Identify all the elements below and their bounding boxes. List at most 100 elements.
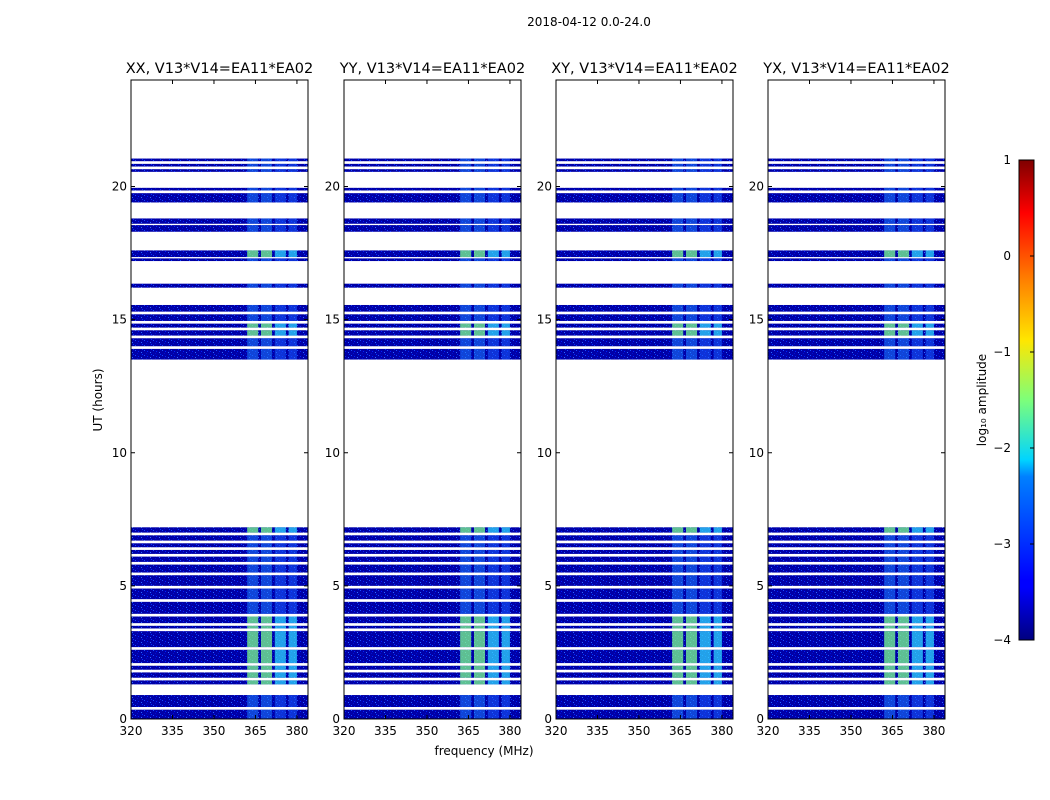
bright-channel-mark: [501, 616, 510, 624]
bright-channel-mark: [925, 323, 934, 328]
x-tick-label: 335: [374, 724, 397, 738]
bright-channel-mark: [487, 680, 499, 685]
bright-channel-mark: [685, 283, 698, 288]
data-band: [344, 187, 521, 191]
bright-channel-mark: [460, 527, 472, 533]
bright-channel-mark: [473, 225, 486, 232]
bright-channel-mark: [699, 625, 711, 629]
colorbar-tick-label: 0: [1003, 249, 1011, 263]
bright-channel-mark: [685, 601, 698, 614]
data-band: [768, 709, 945, 719]
bright-channel-mark: [672, 616, 684, 624]
bright-channel-mark: [911, 535, 923, 541]
bright-channel-mark: [925, 649, 934, 664]
data-band: [131, 193, 308, 203]
bright-channel-mark: [460, 549, 472, 554]
data-band: [344, 680, 521, 685]
bright-channel-mark: [897, 631, 910, 648]
bright-channel-mark: [247, 158, 259, 162]
bright-channel-mark: [897, 564, 910, 573]
bright-channel-mark: [274, 543, 286, 548]
plot-frame: [130, 79, 309, 720]
bright-channel-mark: [925, 193, 934, 203]
bright-channel-mark: [713, 543, 722, 548]
bright-channel-mark: [288, 709, 297, 719]
bright-channel-mark: [260, 193, 273, 203]
bright-channel-mark: [274, 535, 286, 541]
bright-channel-mark: [260, 338, 273, 347]
bright-channel-mark: [487, 163, 499, 167]
bright-channel-mark: [288, 158, 297, 162]
bright-channel-mark: [473, 575, 486, 586]
bright-channel-mark: [672, 158, 684, 162]
x-tick-label: 350: [203, 724, 226, 738]
bright-channel-mark: [713, 556, 722, 562]
data-band: [768, 218, 945, 224]
bright-channel-mark: [897, 323, 910, 328]
bright-channel-mark: [473, 163, 486, 167]
bright-channel-mark: [501, 709, 510, 719]
bright-channel-mark: [884, 535, 896, 541]
bright-channel-mark: [699, 169, 711, 172]
bright-channel-mark: [925, 348, 934, 360]
bright-channel-mark: [501, 535, 510, 541]
bright-channel-mark: [884, 169, 896, 172]
data-band: [768, 564, 945, 573]
bright-channel-mark: [672, 323, 684, 328]
x-tick-label: 365: [457, 724, 480, 738]
bright-channel-mark: [911, 527, 923, 533]
bright-channel-mark: [487, 314, 499, 321]
bright-channel-mark: [260, 169, 273, 172]
bright-channel-mark: [487, 193, 499, 203]
x-tick-label: 365: [669, 724, 692, 738]
bright-channel-mark: [685, 323, 698, 328]
data-band: [556, 680, 733, 685]
data-band: [344, 225, 521, 232]
bright-channel-mark: [699, 330, 711, 336]
bright-channel-mark: [672, 283, 684, 288]
bright-channel-mark: [925, 535, 934, 541]
bright-channel-mark: [884, 314, 896, 321]
bright-channel-mark: [897, 556, 910, 562]
data-band: [131, 163, 308, 167]
bright-channel-mark: [501, 348, 510, 360]
data-band: [768, 304, 945, 312]
bright-channel-mark: [911, 158, 923, 162]
bright-channel-mark: [897, 549, 910, 554]
x-tick-label: 320: [333, 724, 356, 738]
bright-channel-mark: [897, 665, 910, 670]
bright-channel-mark: [672, 304, 684, 312]
bright-channel-mark: [672, 564, 684, 573]
data-band: [131, 348, 308, 360]
data-band: [131, 549, 308, 554]
bright-channel-mark: [260, 631, 273, 648]
bright-channel-mark: [501, 543, 510, 548]
bright-channel-mark: [501, 163, 510, 167]
y-axis-label: UT (hours): [91, 368, 105, 431]
bright-channel-mark: [911, 258, 923, 262]
bright-channel-mark: [685, 304, 698, 312]
bright-channel-mark: [487, 575, 499, 586]
bright-channel-mark: [487, 187, 499, 191]
y-tick-label: 0: [119, 712, 127, 726]
bright-channel-mark: [487, 564, 499, 573]
bright-channel-mark: [699, 543, 711, 548]
bright-channel-mark: [699, 564, 711, 573]
bright-channel-mark: [260, 695, 273, 708]
bright-channel-mark: [274, 163, 286, 167]
bright-channel-mark: [260, 564, 273, 573]
bright-channel-mark: [260, 250, 273, 258]
colorbar-label: log₁₀ amplitude: [975, 354, 989, 446]
data-band: [344, 158, 521, 162]
bright-channel-mark: [460, 250, 472, 258]
data-band: [344, 314, 521, 321]
bright-channel-mark: [274, 625, 286, 629]
bright-channel-mark: [487, 601, 499, 614]
data-band: [556, 527, 733, 533]
bright-channel-mark: [713, 250, 722, 258]
bright-channel-mark: [925, 218, 934, 224]
bright-channel-mark: [487, 535, 499, 541]
bright-channel-mark: [911, 338, 923, 347]
bright-channel-mark: [473, 588, 486, 600]
bright-channel-mark: [685, 535, 698, 541]
